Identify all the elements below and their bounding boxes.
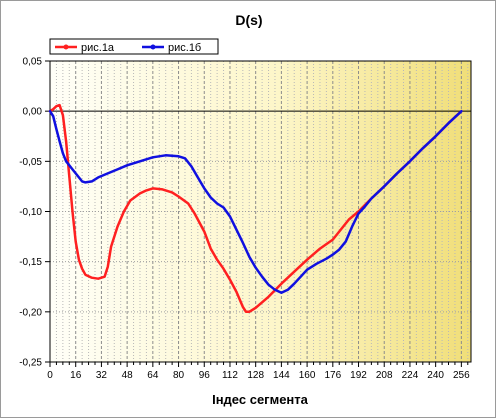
legend: рис.1а рис.1б <box>49 38 219 55</box>
x-tick-label: 128 <box>247 370 264 381</box>
x-tick-label: 144 <box>273 370 290 381</box>
x-tick-label: 192 <box>350 370 367 381</box>
x-tick-label: 16 <box>70 370 82 381</box>
series-line-2 <box>48 109 463 295</box>
x-axis-title: Індес сегмента <box>212 392 309 407</box>
x-tick-label: 240 <box>427 370 444 381</box>
y-tick-label: -0,05 <box>19 157 42 168</box>
x-tick-label: 256 <box>453 370 470 381</box>
legend-box <box>49 38 219 55</box>
x-tick-label: 176 <box>324 370 341 381</box>
axes: 0 16 32 48 64 80 96 112 128 144 160 176 192 208 224 240… <box>19 57 472 381</box>
y-tick-label: 0,00 <box>23 107 43 118</box>
x-tick-label: 64 <box>147 370 159 381</box>
legend-marker-series-1 <box>63 44 69 50</box>
series-line-1 <box>48 103 463 314</box>
series-layer <box>48 103 463 314</box>
x-tick-label: 80 <box>173 370 185 381</box>
y-tick-label: -0,10 <box>19 207 42 218</box>
y-tick-label: 0,05 <box>23 57 43 68</box>
y-tick-label: -0,15 <box>19 257 42 268</box>
x-tick-label: 96 <box>199 370 211 381</box>
x-tick-label: 0 <box>47 370 53 381</box>
y-tick-label: -0,25 <box>19 358 42 369</box>
legend-label-series-1: рис.1а <box>81 42 115 54</box>
legend-marker-series-2 <box>150 44 156 50</box>
legend-label-series-2: рис.1б <box>168 42 201 54</box>
x-tick-label: 48 <box>122 370 134 381</box>
x-tick-label: 160 <box>299 370 316 381</box>
y-tick-label: -0,20 <box>19 307 42 318</box>
grid <box>50 61 471 362</box>
x-tick-label: 32 <box>96 370 108 381</box>
x-tick-label: 112 <box>222 370 238 381</box>
x-tick-label: 208 <box>376 370 393 381</box>
x-tick-label: 224 <box>402 370 419 381</box>
chart-title: D(s) <box>235 12 262 28</box>
